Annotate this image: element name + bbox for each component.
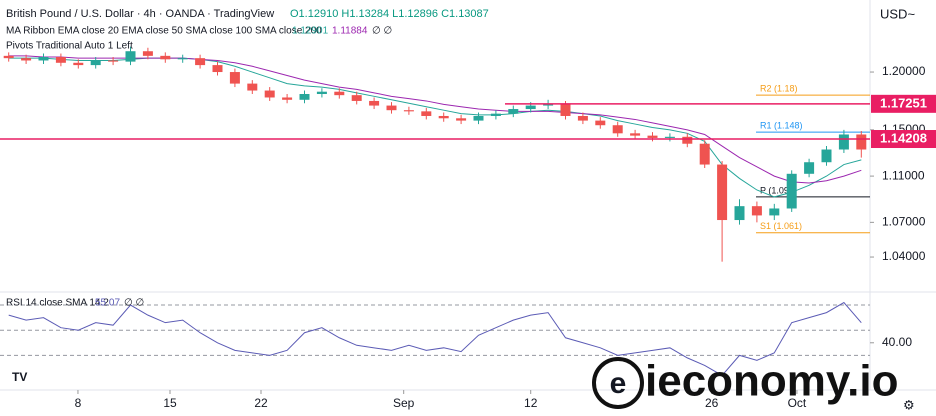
candle-body <box>212 65 223 73</box>
candle-body <box>682 136 693 144</box>
ribbon-value: 1.12901 <box>292 26 329 37</box>
price-tag-label: 1.14208 <box>880 130 927 145</box>
candle-body <box>577 115 588 121</box>
price-tag <box>871 94 936 113</box>
candle-body <box>804 162 815 174</box>
x-tick-label: 12 <box>524 396 538 410</box>
price-tag <box>871 130 936 149</box>
candle-body <box>21 58 32 61</box>
candle-body <box>751 206 762 216</box>
price-tag-label: 1.17251 <box>880 95 927 110</box>
rsi-value: ∅ ∅ <box>124 298 144 309</box>
candle-body <box>229 72 240 84</box>
candle-body <box>717 164 728 221</box>
y-tick-label: 1.11000 <box>882 168 925 182</box>
candle-body <box>195 58 206 66</box>
rsi-value: 55.07 <box>95 298 120 309</box>
x-tick-label: 26 <box>705 396 719 410</box>
candle-body <box>247 83 258 91</box>
y-tick-label: 1.04000 <box>882 249 926 263</box>
candle-body <box>38 57 49 61</box>
ribbon-value: ∅ ∅ <box>372 26 392 37</box>
logo: TV <box>12 370 27 384</box>
candle-body <box>125 51 136 62</box>
candle-body <box>473 115 484 121</box>
candle-body <box>630 133 641 136</box>
watermark-logo: e <box>610 367 627 400</box>
candle-body <box>282 97 293 100</box>
rsi-line <box>8 301 862 377</box>
candle-body <box>3 55 14 59</box>
y-tick-label: 1.20000 <box>882 64 926 78</box>
candle-body <box>386 105 397 111</box>
ribbon-legend: MA Ribbon EMA close 20 EMA close 50 SMA … <box>6 26 322 37</box>
candle-body <box>856 134 867 150</box>
x-tick-label: Sep <box>393 396 415 410</box>
candle-body <box>838 134 849 150</box>
candle-body <box>421 111 432 116</box>
ma-line <box>8 55 862 184</box>
candle-body <box>73 62 84 66</box>
ribbon-value: 1.11884 <box>332 26 368 37</box>
candle-body <box>821 149 832 163</box>
watermark-logo <box>592 357 644 409</box>
ohlc: O1.12910 H1.13284 L1.12896 C1.13087 <box>290 8 489 20</box>
candle-body <box>612 125 623 134</box>
candle-body <box>90 60 101 66</box>
candle-body <box>299 94 310 100</box>
y-tick-label: 1.07000 <box>882 215 926 229</box>
candle-body <box>595 120 606 126</box>
candle-body <box>438 115 449 119</box>
watermark: e ieconomy.io <box>592 357 898 409</box>
candle-body <box>160 55 171 60</box>
candle-body <box>769 208 780 216</box>
x-tick-label: 15 <box>163 396 177 410</box>
candle-body <box>456 118 467 121</box>
settings-icon[interactable]: ⚙ <box>903 397 915 412</box>
pivots-legend: Pivots Traditional Auto 1 Left <box>6 41 133 52</box>
candle-body <box>525 105 536 110</box>
candle-body <box>177 58 188 60</box>
watermark-text: ieconomy.io <box>645 357 898 406</box>
candle-body <box>403 110 414 112</box>
candle-body <box>334 91 345 96</box>
candle-body <box>664 136 675 138</box>
currency: USD~ <box>880 6 915 21</box>
candle-body <box>108 60 119 62</box>
candle-body <box>55 57 66 63</box>
candle-body <box>699 143 710 165</box>
candle-body <box>351 95 362 101</box>
candle-body <box>560 104 571 116</box>
pivot-label: S1 (1.061) <box>760 221 802 231</box>
candle-body <box>316 91 327 95</box>
rsi-legend: RSI 14 close SMA 14 2 <box>6 298 109 309</box>
pivot-label: P (1.092) <box>760 185 797 195</box>
x-tick-label: Oct <box>788 396 807 410</box>
y-tick-label: 40.00 <box>882 335 912 349</box>
candle-body <box>647 135 658 138</box>
pivot-label: R2 (1.18) <box>760 84 798 94</box>
candle-body <box>490 113 501 116</box>
candle-body <box>786 173 797 209</box>
chart-title: British Pound / U.S. Dollar · 4h · OANDA… <box>6 8 274 20</box>
candle-body <box>543 104 554 106</box>
candle-body <box>264 90 275 98</box>
candle-body <box>508 109 519 114</box>
candle-body <box>369 100 380 106</box>
candle-body <box>734 206 745 221</box>
x-tick-label: 22 <box>254 396 268 410</box>
pivot-label: R1 (1.148) <box>760 121 803 131</box>
candle-body <box>142 51 153 56</box>
x-tick-label: 8 <box>75 396 82 410</box>
